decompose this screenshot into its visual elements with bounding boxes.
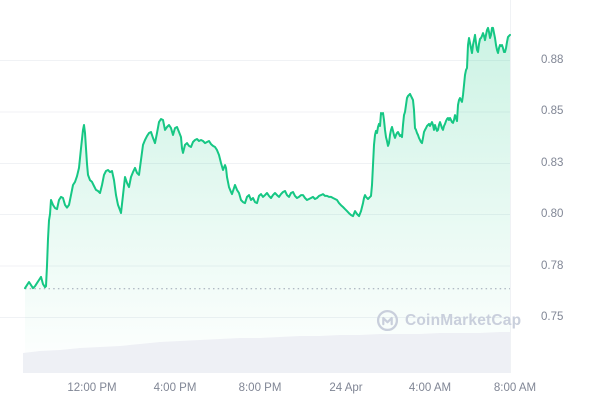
price-line [24, 26, 511, 290]
watermark-text: CoinMarketCap [405, 311, 522, 329]
coinmarketcap-watermark: CoinMarketCap [376, 309, 521, 332]
volume-band [23, 332, 510, 373]
coinmarketcap-logo-icon [376, 309, 399, 332]
price-area-fill [25, 27, 510, 374]
